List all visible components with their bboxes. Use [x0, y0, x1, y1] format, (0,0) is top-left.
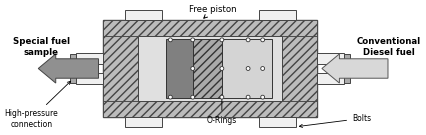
Text: O-Rings: O-Rings: [207, 44, 237, 125]
Bar: [222, 39, 272, 98]
Text: High-pressure
connection: High-pressure connection: [5, 81, 71, 129]
Bar: [104, 20, 317, 36]
FancyArrow shape: [322, 54, 388, 83]
Circle shape: [191, 38, 195, 42]
Circle shape: [261, 67, 265, 70]
Circle shape: [261, 95, 265, 99]
Circle shape: [191, 67, 195, 70]
Circle shape: [220, 67, 224, 70]
Circle shape: [220, 95, 224, 99]
FancyArrow shape: [38, 54, 98, 83]
Circle shape: [191, 95, 195, 99]
Bar: [193, 39, 222, 98]
Bar: [138, 36, 282, 101]
Bar: [344, 74, 350, 83]
Bar: [70, 54, 76, 63]
Bar: [104, 20, 317, 117]
Bar: [104, 36, 138, 101]
Circle shape: [246, 67, 250, 70]
Bar: [344, 54, 350, 63]
Circle shape: [246, 95, 250, 99]
Bar: [282, 36, 317, 101]
Circle shape: [261, 38, 265, 42]
Bar: [125, 10, 161, 20]
Circle shape: [246, 38, 250, 42]
Bar: [259, 10, 296, 20]
Text: Free piston: Free piston: [189, 5, 236, 18]
Bar: [76, 53, 104, 64]
Bar: [317, 53, 344, 64]
Text: Special fuel
sample: Special fuel sample: [13, 37, 70, 57]
Bar: [125, 117, 161, 127]
Text: Conventional
Diesel fuel: Conventional Diesel fuel: [357, 37, 421, 57]
Circle shape: [168, 38, 172, 42]
Bar: [76, 73, 104, 84]
Bar: [259, 117, 296, 127]
Text: Bolts: Bolts: [299, 114, 371, 127]
Circle shape: [168, 95, 172, 99]
Bar: [166, 39, 193, 98]
Bar: [70, 74, 76, 83]
Circle shape: [220, 38, 224, 42]
Bar: [104, 101, 317, 117]
Bar: [317, 73, 344, 84]
